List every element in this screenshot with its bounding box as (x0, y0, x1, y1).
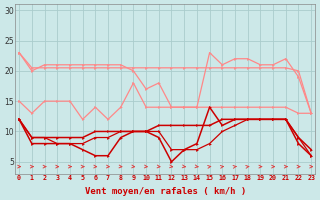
X-axis label: Vent moyen/en rafales ( km/h ): Vent moyen/en rafales ( km/h ) (84, 187, 246, 196)
